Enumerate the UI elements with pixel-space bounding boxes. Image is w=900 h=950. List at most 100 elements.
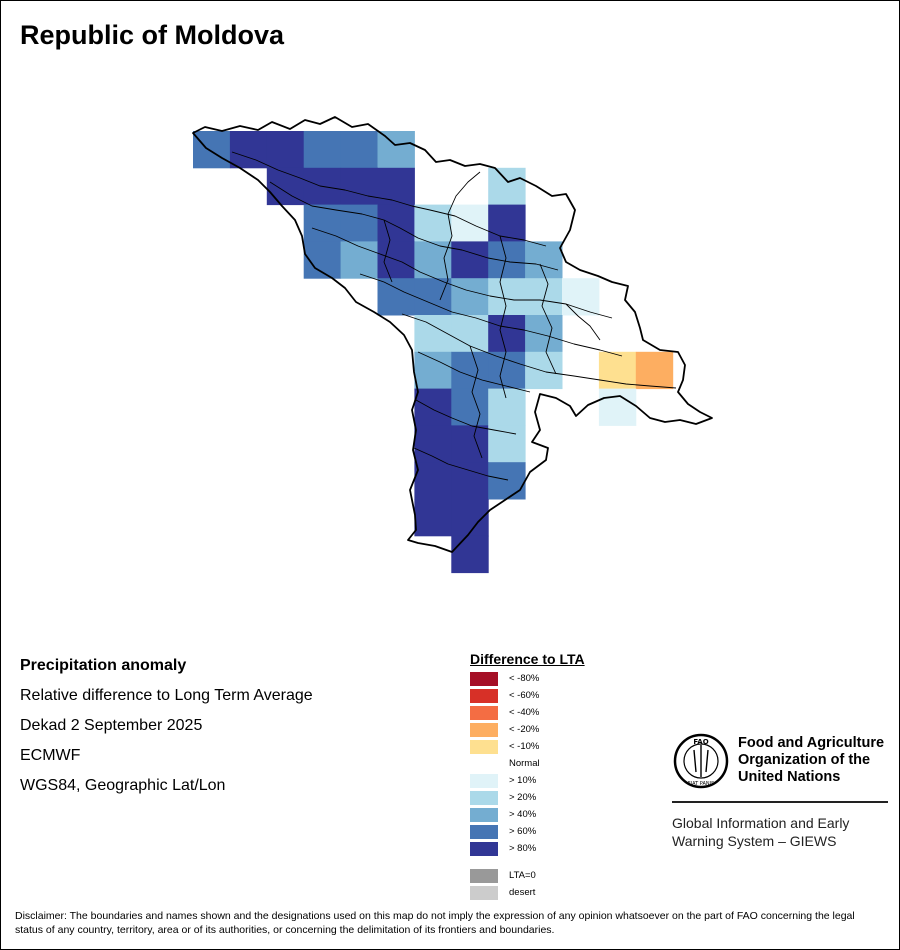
fao-name-line1: Food and Agriculture [738, 735, 885, 751]
info-heading: Precipitation anomaly [20, 657, 187, 674]
legend-extra-label: desert [509, 887, 536, 898]
legend-title: Difference to LTA [470, 651, 585, 667]
legend-item-swatch [470, 825, 498, 839]
legend-item-row: > 60% [470, 824, 585, 841]
legend-extra-items: LTA=0 desert [470, 868, 585, 902]
grid-cell [598, 351, 637, 390]
legend-extra-swatch [470, 886, 498, 900]
grid-cell [598, 388, 637, 426]
legend-items: < -80% < -60% < -40% < -20% < -10% Normal > 10… [470, 671, 585, 858]
grid-cell [414, 315, 452, 353]
fao-logo-icon: FAO FIAT PANIS [673, 733, 729, 789]
legend-item-label: > 10% [509, 775, 537, 786]
legend: Difference to LTA < -80% < -60% < -40% < -2… [470, 651, 585, 902]
legend-item-row: > 10% [470, 773, 585, 790]
grid-cell [377, 204, 415, 242]
legend-item-row: > 40% [470, 807, 585, 824]
legend-item-row: < -60% [470, 688, 585, 705]
legend-item-swatch [470, 791, 498, 805]
grid-cell [340, 167, 378, 206]
precipitation-grid [193, 131, 674, 574]
fao-organization-name: Food and Agriculture Organization of the… [738, 735, 888, 786]
grid-cell [451, 425, 489, 463]
grid-cell [488, 167, 526, 206]
legend-item-swatch [470, 723, 498, 737]
grid-cell [414, 351, 452, 390]
fao-name-line3: United Nations [738, 769, 841, 785]
info-line-dekad: Dekad 2 September 2025 [20, 717, 203, 734]
map-title: Republic of Moldova [20, 20, 285, 50]
giews-line1: Global Information and Early [672, 815, 850, 831]
grid-cell [488, 462, 526, 500]
grid-cell [340, 131, 378, 169]
grid-cell [377, 131, 415, 169]
grid-cell [562, 278, 600, 316]
grid-cell [414, 204, 452, 242]
grid-cell [451, 388, 489, 426]
fao-divider [672, 801, 888, 803]
info-line-lta: Relative difference to Long Term Average [20, 687, 313, 704]
grid-cell [525, 315, 563, 353]
district-borders [231, 151, 677, 481]
legend-extra-row: desert [470, 885, 585, 902]
grid-cell [488, 425, 526, 463]
grid-cell [414, 425, 452, 463]
legend-item-label: Normal [509, 758, 540, 769]
giews-line2: Warning System – GIEWS [672, 833, 837, 849]
map-canvas [192, 116, 713, 574]
grid-cell [488, 351, 526, 390]
grid-cell [266, 131, 305, 169]
legend-item-label: > 80% [509, 843, 537, 854]
legend-item-label: < -80% [509, 673, 540, 684]
legend-item-swatch [470, 672, 498, 686]
grid-cell [451, 278, 489, 316]
legend-item-swatch [470, 774, 498, 788]
grid-cell [488, 241, 526, 279]
legend-item-swatch [470, 689, 498, 703]
fao-logo-text: FAO [693, 738, 708, 746]
legend-item-swatch [470, 842, 498, 856]
legend-item-swatch [470, 706, 498, 720]
legend-item-label: > 60% [509, 826, 537, 837]
legend-item-row: Normal [470, 756, 585, 773]
legend-item-swatch [470, 808, 498, 822]
grid-cell [414, 462, 452, 500]
grid-cell [451, 462, 489, 500]
fao-name-line2: Organization of the [738, 752, 871, 768]
info-line-source: ECMWF [20, 747, 81, 764]
grid-cell [340, 241, 378, 279]
grid-cell [488, 315, 526, 353]
legend-item-label: < -60% [509, 690, 540, 701]
grid-cell [635, 351, 674, 390]
legend-item-label: < -20% [509, 724, 540, 735]
info-line-projection: WGS84, Geographic Lat/Lon [20, 777, 226, 794]
legend-item-label: < -10% [509, 741, 540, 752]
legend-item-row: < -10% [470, 739, 585, 756]
grid-cell [377, 278, 415, 316]
legend-extra-row: LTA=0 [470, 868, 585, 885]
legend-item-row: < -80% [470, 671, 585, 688]
grid-cell [488, 204, 526, 242]
grid-cell [303, 131, 342, 169]
grid-cell [377, 167, 415, 206]
grid-cell [414, 499, 452, 537]
grid-cell [193, 131, 231, 169]
legend-extra-label: LTA=0 [509, 870, 536, 881]
legend-item-row: > 80% [470, 841, 585, 858]
map-info: Precipitation anomaly Relative differenc… [20, 656, 313, 806]
grid-cell [451, 535, 489, 574]
legend-item-label: > 20% [509, 792, 537, 803]
legend-item-row: > 20% [470, 790, 585, 807]
disclaimer: Disclaimer: The boundaries and names sho… [15, 910, 855, 936]
grid-cell [451, 241, 489, 279]
giews-name: Global Information and Early Warning Sys… [672, 814, 888, 850]
legend-item-label: < -40% [509, 707, 540, 718]
fao-logo-motto: FIAT PANIS [688, 781, 715, 787]
country-border [192, 116, 713, 553]
grid-cell [414, 388, 452, 426]
legend-extra-swatch [470, 869, 498, 883]
legend-item-row: < -20% [470, 722, 585, 739]
legend-item-swatch [470, 757, 498, 771]
grid-cell [525, 351, 563, 390]
legend-item-swatch [470, 740, 498, 754]
